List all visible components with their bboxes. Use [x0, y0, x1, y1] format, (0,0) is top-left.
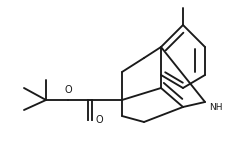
Text: O: O [64, 85, 72, 95]
Text: NH: NH [209, 103, 222, 112]
Text: O: O [95, 115, 103, 125]
